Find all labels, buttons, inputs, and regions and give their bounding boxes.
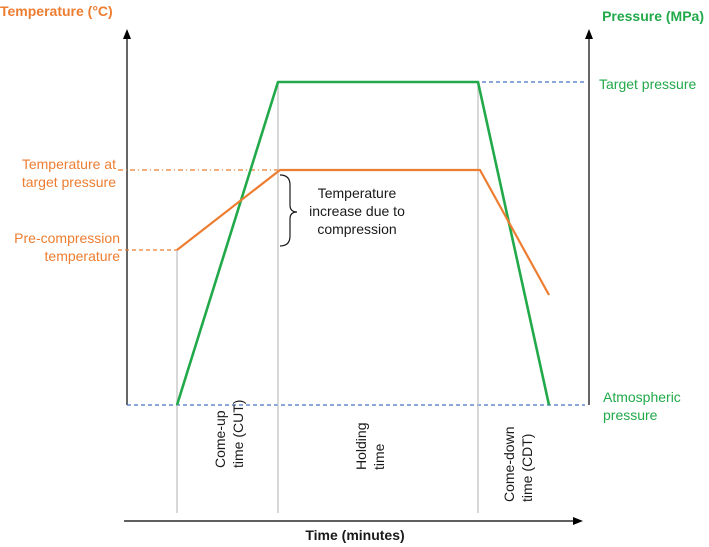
temperature-curve: [176, 168, 550, 296]
holding-phase-label: Holding time: [353, 423, 387, 470]
temperature-at-target-label-line1: Temperature at: [22, 156, 116, 172]
time-axis-title: Time (minutes): [305, 527, 404, 543]
pre-compression-label-line1: Pre-compression: [14, 230, 120, 246]
annotation-line3: compression: [317, 221, 396, 237]
annotation-line1: Temperature: [318, 185, 397, 201]
atmospheric-pressure-label-line2: pressure: [603, 407, 658, 423]
cut-label-line2: time (CUT): [230, 400, 246, 468]
pressure-curve: [175, 80, 551, 406]
atmospheric-pressure-label-line1: Atmospheric: [603, 389, 681, 405]
cdt-phase-label: Come-down time (CDT): [501, 427, 535, 502]
cdt-label-line1: Come-down: [501, 427, 517, 502]
pressure-axis-title: Pressure (MPa): [602, 8, 704, 24]
holding-label-line2: time: [371, 443, 387, 470]
temperature-axis-title: Temperature (°C): [0, 3, 113, 19]
annotation-line2: increase due to: [309, 203, 405, 219]
cdt-label-line2: time (CDT): [519, 434, 535, 502]
cut-phase-label: Come-up time (CUT): [212, 400, 246, 468]
temperature-increase-brace: [279, 174, 298, 247]
pre-compression-label-line2: temperature: [45, 248, 121, 264]
holding-label-line1: Holding: [353, 423, 369, 470]
target-pressure-label: Target pressure: [599, 76, 696, 92]
temperature-at-target-label-line2: target pressure: [22, 174, 116, 190]
cut-label-line1: Come-up: [212, 410, 228, 468]
